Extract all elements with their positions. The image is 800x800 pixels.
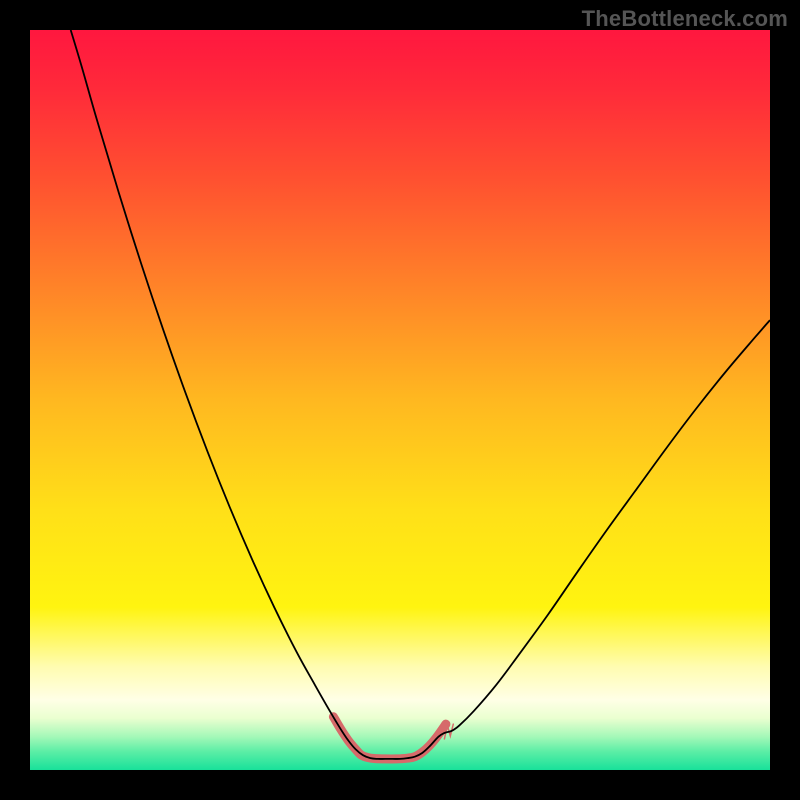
gradient-background	[30, 30, 770, 770]
chart-frame: TheBottleneck.com	[0, 0, 800, 800]
chart-svg	[30, 30, 770, 770]
watermark-text: TheBottleneck.com	[582, 6, 788, 32]
plot-area	[30, 30, 770, 770]
